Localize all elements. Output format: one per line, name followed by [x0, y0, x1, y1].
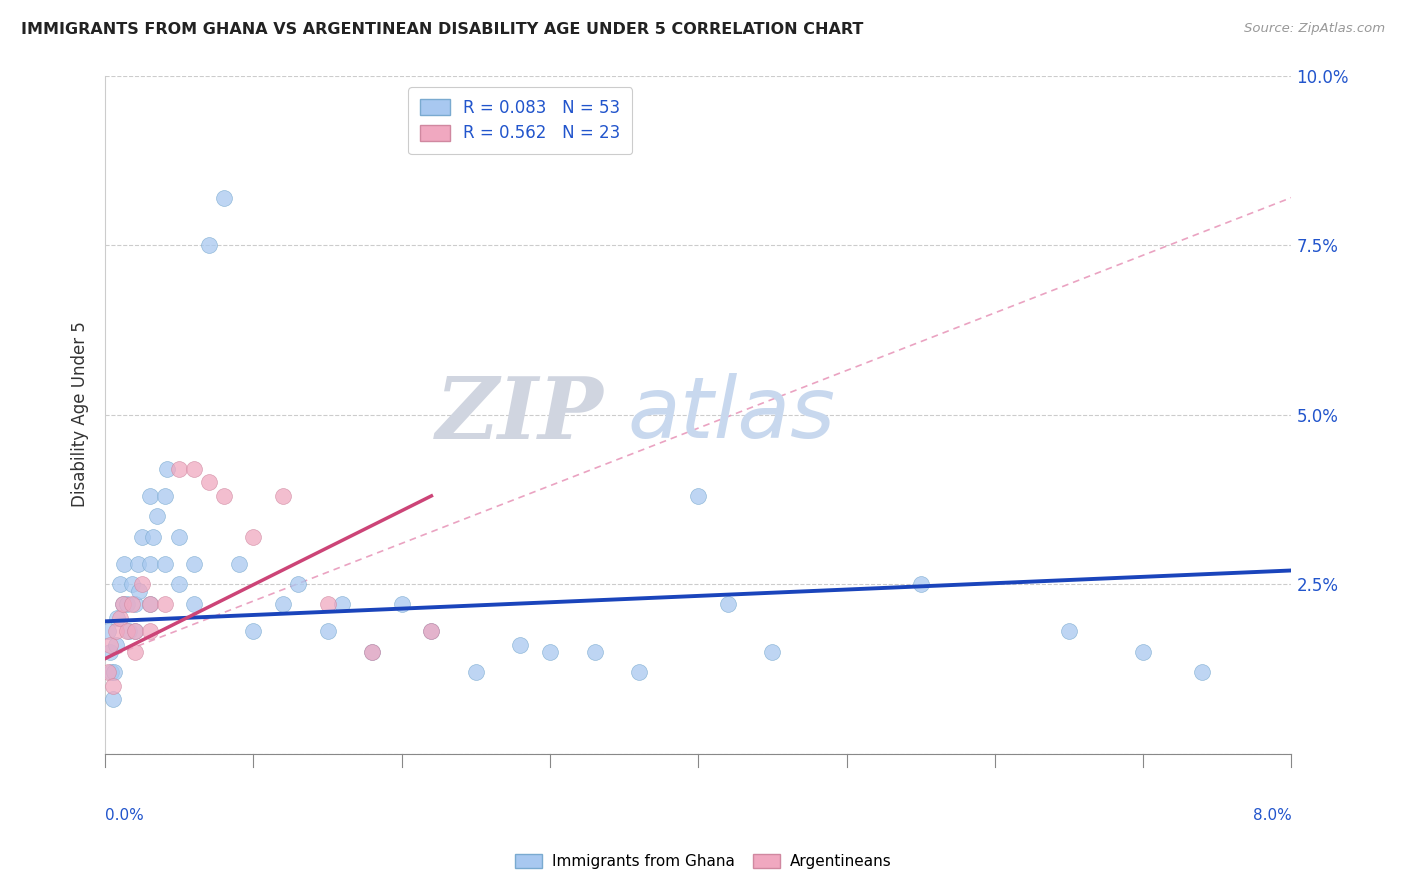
Point [1191, 665, 1213, 680]
Point [316, 624, 339, 639]
Point [97, 624, 120, 639]
Point [287, 577, 309, 591]
Point [198, 475, 221, 490]
Point [627, 665, 650, 680]
Point [111, 598, 134, 612]
Point [183, 462, 205, 476]
Point [183, 598, 205, 612]
Point [98, 638, 121, 652]
Point [1132, 645, 1154, 659]
Point [228, 557, 250, 571]
Point [108, 611, 131, 625]
Point [108, 577, 131, 591]
Point [121, 577, 143, 591]
Point [183, 557, 205, 571]
Point [153, 557, 176, 571]
Point [103, 665, 125, 680]
Point [142, 530, 165, 544]
Point [128, 583, 150, 598]
Point [124, 624, 146, 639]
Y-axis label: Disability Age Under 5: Disability Age Under 5 [72, 322, 89, 508]
Legend: R = 0.083   N = 53, R = 0.562   N = 23: R = 0.083 N = 53, R = 0.562 N = 23 [408, 87, 633, 154]
Point [910, 577, 932, 591]
Point [118, 624, 141, 639]
Point [153, 598, 176, 612]
Point [761, 645, 783, 659]
Point [104, 624, 127, 639]
Point [124, 645, 146, 659]
Point [1057, 624, 1080, 639]
Point [127, 557, 149, 571]
Point [361, 645, 384, 659]
Point [138, 624, 160, 639]
Text: ZIP: ZIP [436, 373, 603, 457]
Text: atlas: atlas [627, 373, 835, 456]
Text: Source: ZipAtlas.com: Source: ZipAtlas.com [1244, 22, 1385, 36]
Point [242, 530, 264, 544]
Text: 8.0%: 8.0% [1253, 808, 1292, 822]
Point [104, 638, 127, 652]
Point [361, 645, 384, 659]
Point [212, 489, 235, 503]
Point [420, 624, 443, 639]
Point [101, 679, 124, 693]
Point [117, 598, 139, 612]
Point [138, 489, 160, 503]
Legend: Immigrants from Ghana, Argentineans: Immigrants from Ghana, Argentineans [509, 847, 897, 875]
Point [717, 598, 740, 612]
Text: 0.0%: 0.0% [105, 808, 143, 822]
Point [98, 645, 121, 659]
Point [271, 598, 294, 612]
Point [420, 624, 443, 639]
Point [464, 665, 486, 680]
Point [124, 624, 146, 639]
Point [242, 624, 264, 639]
Point [271, 489, 294, 503]
Point [169, 577, 191, 591]
Point [114, 557, 136, 571]
Point [212, 190, 235, 204]
Point [169, 462, 191, 476]
Point [97, 665, 120, 680]
Point [332, 598, 354, 612]
Point [146, 509, 169, 524]
Point [131, 530, 153, 544]
Point [169, 530, 191, 544]
Point [121, 598, 143, 612]
Point [138, 557, 160, 571]
Point [101, 692, 124, 706]
Point [688, 489, 710, 503]
Text: IMMIGRANTS FROM GHANA VS ARGENTINEAN DISABILITY AGE UNDER 5 CORRELATION CHART: IMMIGRANTS FROM GHANA VS ARGENTINEAN DIS… [21, 22, 863, 37]
Point [509, 638, 531, 652]
Point [111, 598, 134, 612]
Point [138, 598, 160, 612]
Point [124, 598, 146, 612]
Point [138, 598, 160, 612]
Point [156, 462, 179, 476]
Point [100, 665, 122, 680]
Point [131, 577, 153, 591]
Point [117, 624, 139, 639]
Point [153, 489, 176, 503]
Point [316, 598, 339, 612]
Point [538, 645, 561, 659]
Point [583, 645, 606, 659]
Point [198, 238, 221, 252]
Point [391, 598, 413, 612]
Point [105, 611, 128, 625]
